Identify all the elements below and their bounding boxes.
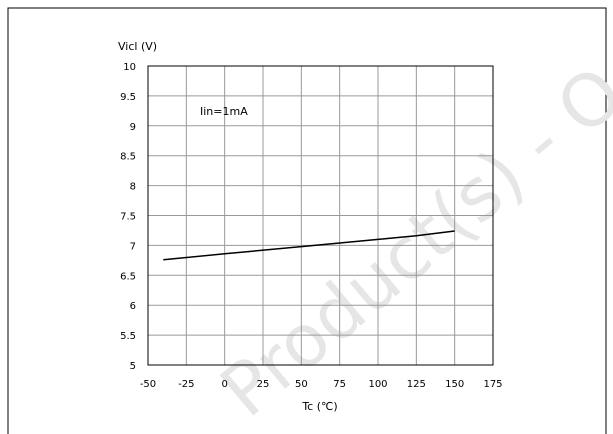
- y-tick-label: 6.5: [120, 271, 136, 282]
- y-tick-label: 5: [130, 361, 136, 372]
- series-line-vicl: [163, 230, 455, 261]
- y-tick-label: 7: [130, 241, 136, 252]
- y-axis-ticks: 5 5.5 6 6.5 7 7.5 8 8.5 9 9.5 10: [120, 62, 136, 372]
- y-tick-label: 6: [130, 301, 136, 312]
- y-tick-label: 8.5: [120, 152, 136, 163]
- page-border: [7, 7, 607, 434]
- x-tick-label: 175: [483, 379, 502, 390]
- y-tick-label: 9.5: [120, 92, 136, 103]
- y-tick-label: 10: [123, 62, 136, 73]
- x-axis-ticks: -50 -25 0 25 50 75 100 125 150 175: [140, 379, 503, 390]
- plot-area: [147, 65, 494, 366]
- x-axis-label: Tc (℃): [301, 400, 337, 413]
- x-tick-label: 125: [407, 379, 426, 390]
- y-tick-label: 8: [130, 182, 136, 193]
- y-axis-label: Vicl (V): [118, 40, 157, 53]
- x-tick-label: -25: [178, 379, 194, 390]
- x-tick-label: 0: [221, 379, 227, 390]
- x-tick-label: 25: [257, 379, 270, 390]
- series-layer: [163, 230, 455, 261]
- y-tick-label: 5.5: [120, 331, 136, 342]
- watermark-text: Product(s) - O: [205, 50, 613, 433]
- x-tick-label: 75: [333, 379, 346, 390]
- x-tick-label: 150: [445, 379, 464, 390]
- y-tick-label: 7.5: [120, 212, 136, 223]
- y-tick-label: 9: [130, 122, 136, 133]
- condition-annotation: Iin=1mA: [200, 105, 248, 118]
- x-tick-label: -50: [140, 379, 156, 390]
- x-tick-label: 100: [368, 379, 387, 390]
- x-tick-label: 50: [295, 379, 308, 390]
